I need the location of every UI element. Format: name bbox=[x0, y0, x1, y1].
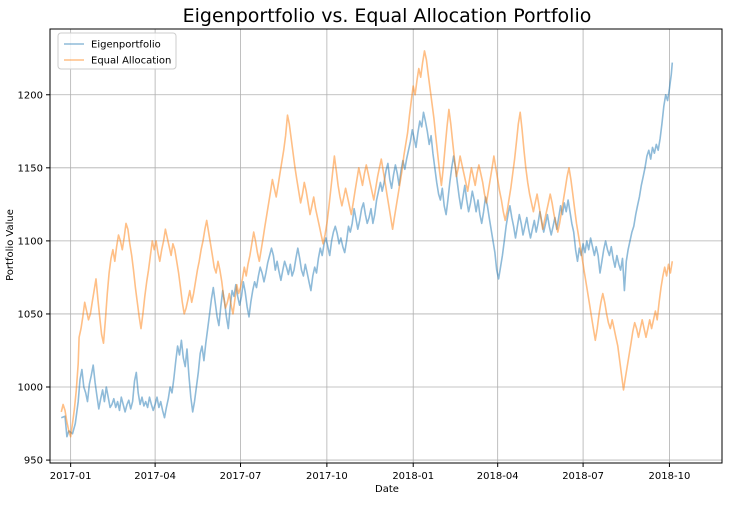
y-tick-label: 1050 bbox=[18, 309, 43, 320]
x-tick-label: 2017-01 bbox=[50, 471, 92, 482]
y-tick-label: 1150 bbox=[18, 163, 43, 174]
legend-label: Eigenportfolio bbox=[91, 40, 161, 51]
x-tick-label: 2017-04 bbox=[134, 471, 176, 482]
y-tick-label: 1200 bbox=[18, 90, 43, 101]
y-tick-label: 1100 bbox=[18, 236, 43, 247]
x-tick-label: 2018-10 bbox=[649, 471, 691, 482]
y-tick-label: 1000 bbox=[18, 383, 43, 394]
legend: Eigenportfolio Equal Allocation bbox=[57, 32, 177, 70]
x-tick-label: 2018-01 bbox=[392, 471, 434, 482]
series-line-eigenportfolio bbox=[60, 62, 674, 438]
legend-box bbox=[57, 32, 177, 70]
plot-frame bbox=[49, 28, 723, 464]
series-group bbox=[60, 50, 674, 438]
legend-label: Equal Allocation bbox=[91, 56, 171, 67]
x-axis-label: Date bbox=[375, 484, 399, 495]
chart-title: Eigenportfolio vs. Equal Allocation Port… bbox=[183, 5, 592, 27]
x-tick-label: 2017-07 bbox=[220, 471, 262, 482]
x-tick-label: 2018-07 bbox=[562, 471, 604, 482]
x-tick-label: 2017-10 bbox=[306, 471, 348, 482]
y-tick-label: 950 bbox=[24, 456, 43, 467]
axis-ticks: 2017-01 2017-04 2017-07 2017-10 2018-01 2018-… bbox=[18, 90, 691, 482]
y-axis-label: Portfolio Value bbox=[5, 209, 16, 281]
x-tick-label: 2018-04 bbox=[477, 471, 519, 482]
series-line-equal-allocation bbox=[60, 50, 674, 438]
